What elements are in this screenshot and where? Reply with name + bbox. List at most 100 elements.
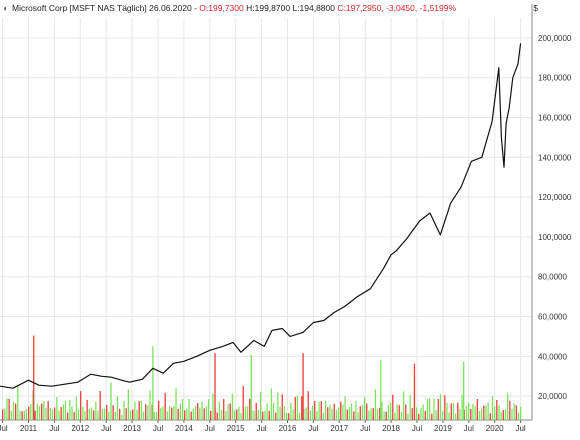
volume-bar xyxy=(337,407,340,420)
volume-bar xyxy=(93,410,95,420)
volume-bar xyxy=(504,409,507,420)
x-tick-label: Jul xyxy=(515,424,525,433)
volume-bar xyxy=(153,412,156,420)
volume-bar xyxy=(266,403,268,420)
volume-bar xyxy=(214,353,216,420)
y-tick-label: 160,0000 xyxy=(538,114,572,123)
volume-bar xyxy=(177,408,179,420)
volume-bar xyxy=(184,410,186,420)
volume-bar xyxy=(506,393,509,420)
x-tick-label: 2011 xyxy=(20,424,38,433)
volume-bar xyxy=(190,411,192,420)
volume-bar xyxy=(216,412,218,420)
volume-bar xyxy=(71,406,73,420)
x-tick-label: 2019 xyxy=(434,424,452,433)
volume-bar xyxy=(108,412,110,420)
volume-bar xyxy=(320,401,322,420)
x-tick-label: Jul xyxy=(0,424,8,433)
volume-bar xyxy=(405,404,407,420)
volume-bar xyxy=(149,390,151,420)
volume-bar xyxy=(23,410,25,420)
volume-bar xyxy=(448,412,450,420)
volume-bar xyxy=(463,361,465,420)
volume-bar xyxy=(309,410,312,420)
volume-bar xyxy=(361,405,364,420)
pin-icon[interactable]: ◐ xyxy=(3,3,9,13)
volume-bar xyxy=(472,404,474,420)
volume-bar xyxy=(123,400,125,420)
volume-bar xyxy=(346,409,348,420)
volume-bar xyxy=(437,398,439,420)
volume-bar xyxy=(290,402,292,420)
volume-bar xyxy=(54,407,56,420)
volume-bar xyxy=(387,404,390,420)
volume-bar xyxy=(199,407,201,420)
volume-bar xyxy=(45,407,47,420)
volume-bar xyxy=(281,394,283,420)
volume-bar xyxy=(264,411,266,420)
y-tick-label: 60,0000 xyxy=(538,313,567,322)
volume-bar xyxy=(392,394,394,420)
volume-bar xyxy=(103,408,106,420)
volume-bar xyxy=(381,401,383,420)
volume-bar xyxy=(246,406,249,420)
volume-bar xyxy=(303,408,305,420)
x-tick-label: Jul xyxy=(412,424,422,433)
volume-bar xyxy=(511,408,513,420)
volume-bar xyxy=(145,404,147,420)
change-value: -3,0450 xyxy=(386,3,415,13)
volume-bar xyxy=(19,410,21,420)
chart-header: ◐ Microsoft Corp [MSFT NAS Täglich] 26.06… xyxy=(2,2,456,14)
x-tick-label: 2013 xyxy=(123,424,141,433)
x-tick-label: Jul xyxy=(49,424,59,433)
volume-bar xyxy=(476,398,478,420)
volume-bar xyxy=(38,406,41,420)
volume-bar xyxy=(166,411,169,420)
y-tick-label: 20,0000 xyxy=(538,392,567,401)
volume-bar xyxy=(333,403,335,420)
volume-bar xyxy=(255,402,257,420)
volume-bar xyxy=(95,401,97,420)
volume-bar xyxy=(402,391,405,420)
volume-bar xyxy=(383,411,385,420)
volume-bar xyxy=(192,408,195,420)
volume-bar xyxy=(242,385,244,420)
open-value: O:199,7300 xyxy=(199,3,244,13)
volume-bar xyxy=(298,412,301,420)
volume-bar xyxy=(318,401,320,420)
volume-bar xyxy=(431,413,433,420)
volume-bar xyxy=(249,398,251,420)
volume-bar xyxy=(485,405,487,420)
volume-bar xyxy=(110,382,112,420)
x-tick-label: Jul xyxy=(308,424,318,433)
volume-bar xyxy=(229,403,231,420)
volume-bar xyxy=(454,413,457,420)
x-tick-label: Jul xyxy=(101,424,111,433)
volume-bar xyxy=(335,409,338,420)
volume-bar xyxy=(257,409,260,420)
volume-bar xyxy=(197,402,199,420)
volume-bar xyxy=(140,400,143,420)
volume-bar xyxy=(181,398,184,420)
volume-bar xyxy=(67,412,69,420)
volume-bar xyxy=(194,405,197,420)
volume-bar xyxy=(353,411,355,420)
volume-bar xyxy=(106,405,108,420)
volume-bar xyxy=(489,413,491,420)
volume-bar xyxy=(21,411,23,420)
sep: , xyxy=(381,3,384,13)
volume-bar xyxy=(413,363,416,420)
x-tick-label: 2014 xyxy=(175,424,193,433)
volume-bar xyxy=(444,395,446,420)
volume-bar xyxy=(493,406,496,420)
volume-bar xyxy=(58,410,60,420)
volume-bar xyxy=(116,396,119,420)
volume-bar xyxy=(82,406,84,420)
volume-bar xyxy=(340,401,342,420)
volume-bar xyxy=(90,407,93,420)
volume-bar xyxy=(223,398,225,420)
volume-bar xyxy=(250,354,252,420)
volume-bar xyxy=(355,400,357,420)
